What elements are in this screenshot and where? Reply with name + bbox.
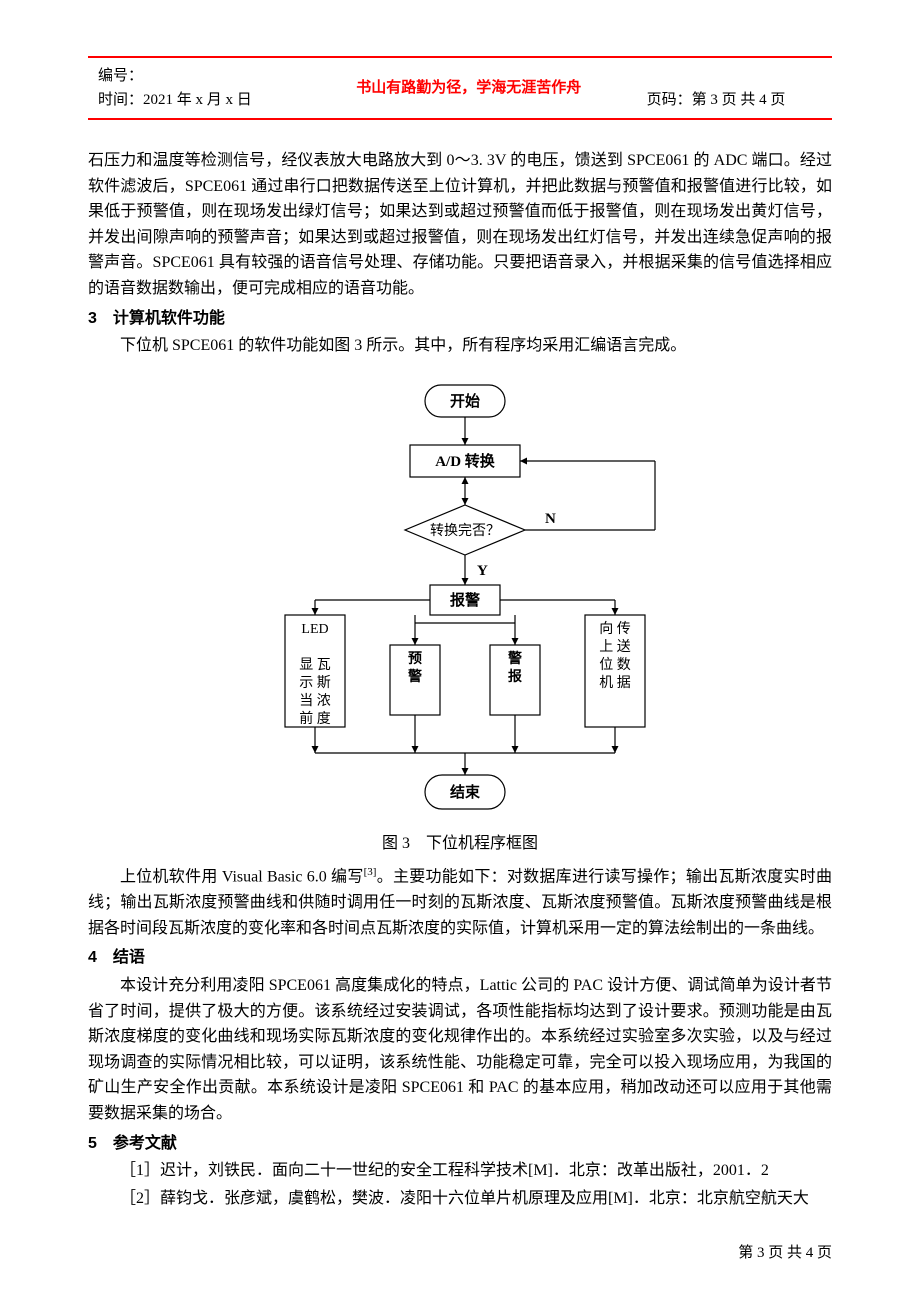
page-footer: 第 3 页 共 4 页 — [88, 1241, 832, 1265]
svg-text:警: 警 — [408, 668, 422, 685]
svg-text:报警: 报警 — [450, 591, 480, 609]
flowchart-figure-3: NY开始A/D 转换转换完否？报警LED 显 瓦示 斯当 浓前 度预警警报向 传… — [88, 375, 832, 825]
svg-text:前 度: 前 度 — [299, 710, 331, 727]
svg-text:Y: Y — [477, 563, 488, 579]
svg-text:显 瓦: 显 瓦 — [299, 658, 331, 673]
page-header: 编号： 时间：2021 年 x 月 x 日 书山有路勤为径，学海无涯苦作舟 页码… — [88, 56, 832, 120]
heading-4: 4 结语 — [88, 945, 832, 971]
flowchart-svg: NY开始A/D 转换转换完否？报警LED 显 瓦示 斯当 浓前 度预警警报向 传… — [245, 375, 675, 825]
svg-text:上 送: 上 送 — [599, 639, 631, 655]
svg-text:向 传: 向 传 — [599, 621, 631, 637]
svg-text:机 据: 机 据 — [599, 675, 631, 691]
paragraph-1: 石压力和温度等检测信号，经仪表放大电路放大到 0～3. 3V 的电压，馈送到 S… — [88, 148, 832, 302]
figure-3-caption: 图 3 下位机程序框图 — [88, 831, 832, 857]
doc-time: 时间：2021 年 x 月 x 日 — [98, 88, 291, 112]
svg-text:转换完否？: 转换完否？ — [430, 522, 500, 539]
header-left: 编号： 时间：2021 年 x 月 x 日 — [88, 58, 301, 118]
paragraph-4: 本设计充分利用凌阳 SPCE061 高度集成化的特点，Lattic 公司的 PA… — [88, 973, 832, 1127]
header-page-text: 页码：第 3 页 共 4 页 — [647, 88, 786, 112]
header-motto: 书山有路勤为径，学海无涯苦作舟 — [301, 58, 637, 118]
svg-text:N: N — [545, 511, 556, 527]
svg-text:位 数: 位 数 — [599, 657, 631, 673]
header-page: 页码：第 3 页 共 4 页 — [637, 58, 832, 118]
p3-pre: 上位机软件用 Visual Basic 6.0 编写 — [120, 869, 364, 886]
paragraph-2: 下位机 SPCE061 的软件功能如图 3 所示。其中，所有程序均采用汇编语言完… — [88, 333, 832, 359]
svg-text:结束: 结束 — [450, 783, 481, 801]
svg-text:A/D 转换: A/D 转换 — [435, 452, 496, 470]
reference-2: ［2］薛钧戈．张彦斌，虞鹤松，樊波．凌阳十六位单片机原理及应用[M]．北京：北京… — [88, 1186, 832, 1212]
svg-text:警: 警 — [508, 650, 522, 667]
svg-text:LED: LED — [301, 622, 328, 637]
svg-text:开始: 开始 — [450, 392, 480, 410]
doc-number: 编号： — [98, 64, 291, 88]
paragraph-3: 上位机软件用 Visual Basic 6.0 编写[3]。主要功能如下：对数据… — [88, 864, 832, 941]
svg-text:示 斯: 示 斯 — [299, 675, 331, 691]
reference-1: ［1］迟计，刘铁民．面向二十一世纪的安全工程科学技术[M]．北京：改革出版社，2… — [88, 1158, 832, 1184]
svg-text:当 浓: 当 浓 — [299, 693, 331, 709]
p3-citation: [3] — [364, 866, 377, 878]
svg-text:预: 预 — [408, 651, 422, 667]
heading-3: 3 计算机软件功能 — [88, 306, 832, 332]
heading-5: 5 参考文献 — [88, 1131, 832, 1157]
svg-text:报: 报 — [508, 669, 522, 685]
